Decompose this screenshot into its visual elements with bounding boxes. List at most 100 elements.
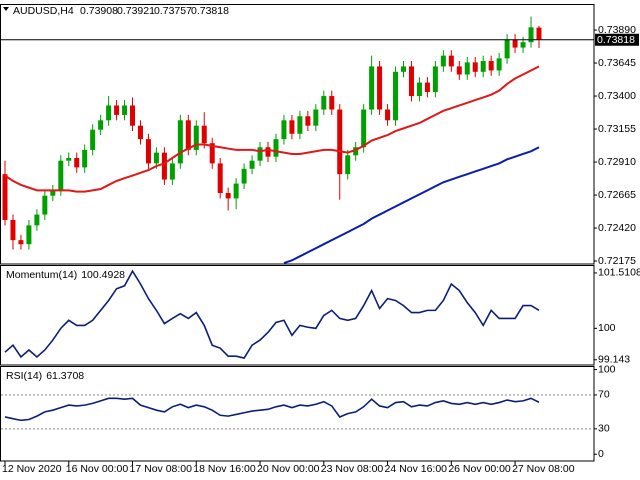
last-price-box [595,33,639,46]
x-tick-label: 27 Nov 08:00 [512,463,575,475]
momentum-panel-frame [0,265,595,366]
y-tick-label: 0.72420 [598,222,636,234]
chart-title: AUDUSD,H4 [13,5,74,17]
x-tick-label: 18 Nov 16:00 [193,463,256,475]
candle-body [496,58,502,71]
candle-body [137,125,143,140]
x-tick-label: 17 Nov 08:00 [130,463,193,475]
moving-average [283,146,540,265]
y-tick-label: 101.5108 [598,267,640,279]
candle-body [528,27,534,43]
candle-body [106,105,112,121]
candle-body [440,55,446,67]
y-tick-label: 0 [598,448,604,460]
y-tick-label: 0.72175 [598,255,636,267]
y-tick-label: 0.72665 [598,189,636,201]
candle-body [58,160,64,191]
y-tick-label: 99.143 [598,354,630,366]
y-tick-label: 0.72910 [598,156,636,168]
candle-body [504,39,510,59]
candle-body [66,158,72,161]
candle-body [2,174,8,220]
y-tick-label: 0.73400 [598,90,636,102]
candle-body [337,109,343,175]
indicator-title: RSI(14) [6,370,42,382]
candle-body [34,214,40,226]
indicator-title: Momentum(14) [6,269,77,281]
candle-body [193,125,199,150]
candle-body [98,120,104,130]
candle-body [114,105,120,115]
candle-body [185,120,191,150]
x-tick-label: 12 Nov 2020 [2,463,62,475]
candle-body [281,120,287,140]
indicator-line [4,269,540,359]
candle-body [209,143,215,164]
candle-body [161,152,167,180]
candle-body [177,120,183,164]
candle-body [26,225,32,245]
candle-body [313,109,319,126]
ohlc-value: 0.73921 [117,5,155,17]
y-tick-label: 70 [598,389,610,401]
candle-body [305,116,311,126]
candle-body [297,116,303,134]
candle-body [353,147,359,156]
y-tick-label: 0.73155 [598,123,636,135]
x-tick-label: 16 Nov 00:00 [66,463,129,475]
candle-body [130,105,136,126]
indicator-line [4,397,540,422]
y-tick-label: 100 [598,322,616,334]
candle-body [536,27,542,40]
candle-body [361,109,367,148]
candle-body [90,129,96,150]
candle-body [464,62,470,75]
candle-body [145,139,151,164]
candle-body [273,139,279,157]
candle-body [456,66,462,75]
x-tick-label: 23 Nov 08:00 [321,463,384,475]
candle-body [289,120,295,134]
indicator-value: 100.4928 [81,269,125,281]
candle-body [408,66,414,97]
y-tick-label: 0.73890 [598,24,636,36]
candle-body [369,66,375,110]
candle-body [233,183,239,199]
candle-body [50,190,56,196]
candle-body [401,66,406,72]
ohlc-value: 0.73908 [80,5,118,17]
candle-body [345,155,351,175]
candle-body [488,61,494,71]
candle-body [82,149,88,168]
candle-body [432,66,438,93]
candle-body [329,96,335,110]
collapse-arrow [3,7,9,11]
last-price-label: 0.73818 [597,34,635,46]
indicator-value: 61.3708 [46,370,84,382]
x-tick-label: 20 Nov 00:00 [257,463,320,475]
candle-body [321,96,327,110]
candle-body [377,66,383,110]
candle-body [385,109,391,121]
moving-average [4,65,540,193]
candle-body [472,62,478,72]
candle-body [448,55,454,67]
candle-body [512,39,518,48]
candle-body [74,158,80,168]
x-tick-label: 26 Nov 00:00 [448,463,511,475]
candle-body [241,168,247,184]
candle-body [257,147,263,161]
candle-body [201,125,207,144]
y-tick-label: 100 [598,363,616,375]
y-tick-label: 0.73645 [598,57,636,69]
candle-body [153,152,159,164]
candle-body [265,147,271,157]
candle-body [217,163,223,194]
ohlc-value: 0.73757 [154,5,192,17]
candle-body [10,219,16,241]
candle-body [225,193,231,199]
rsi-panel-frame [0,366,595,462]
candle-body [393,71,399,121]
